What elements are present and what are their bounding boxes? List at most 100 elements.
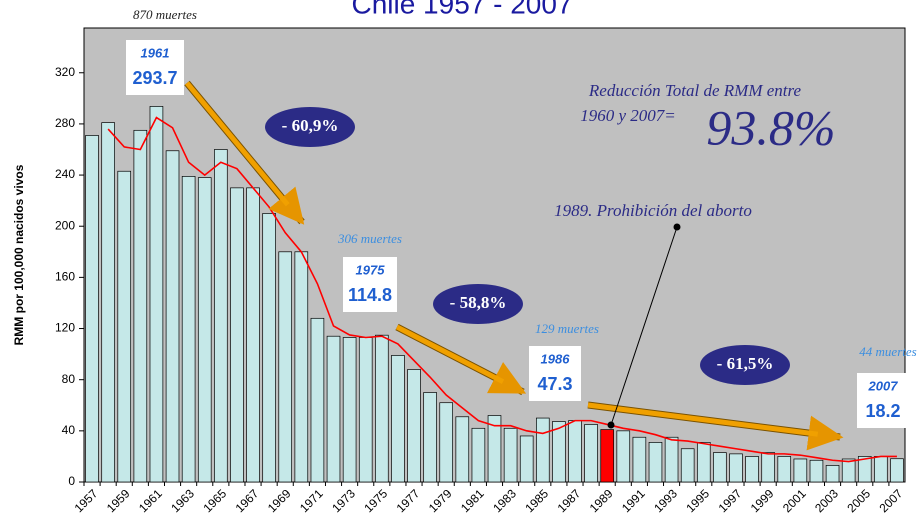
y-tick-label: 0 [68,474,75,488]
x-tick-label: 1985 [522,486,551,515]
callout-year: 2007 [868,378,899,393]
arrow [395,324,526,395]
bar [584,424,598,483]
bar [552,421,566,483]
x-tick-label: 1989 [587,486,616,515]
bar [101,122,115,483]
bar [568,420,582,483]
reduction-badge [700,345,790,385]
deaths-label: 306 muertes [337,231,402,246]
x-tick-label: 1995 [683,486,712,515]
bar [841,458,856,483]
bar [857,456,872,483]
x-tick-label: 1973 [329,486,358,515]
reduction-badge [433,284,523,324]
arrow [587,402,843,447]
bar [230,187,244,483]
x-tick-label: 1965 [200,486,229,515]
y-tick-label: 40 [62,423,76,437]
bar [214,149,228,483]
callout-value: 293.7 [132,68,177,88]
deaths-label: 870 muertes [133,7,197,22]
x-tick-label: 1963 [168,486,197,515]
x-tick-label: 2005 [844,486,873,515]
callout-box [343,257,397,312]
reduction-badge [265,107,355,147]
bar [729,453,743,483]
bar [358,337,373,483]
callout-value: 47.3 [537,374,572,394]
x-tick-label: 1971 [297,486,326,515]
x-tick-label: 1959 [104,486,133,515]
bar [536,417,550,483]
x-tick-label: 1999 [748,486,777,515]
y-tick-label: 160 [55,270,75,284]
bar [664,436,679,483]
bar [777,456,792,483]
bar [696,442,711,483]
bar [439,402,453,483]
bar [423,392,437,483]
bar [375,334,389,483]
x-tick-label: 1981 [458,486,487,515]
bar [519,435,534,483]
x-tick-label: 1993 [651,486,680,515]
x-tick-label: 2007 [877,486,906,515]
bar [181,175,196,483]
y-tick-label: 80 [62,372,76,386]
bar [278,251,293,483]
deaths-label: 44 muertes [859,344,916,359]
total-label: Reducción Total de RMM entre [588,81,802,100]
bar [149,106,164,483]
bar [745,456,759,483]
bar [294,251,309,483]
x-tick-label: 1983 [490,486,519,515]
callout-box [529,346,581,401]
x-tick-label: 1961 [136,486,165,515]
bar [793,458,808,483]
chart-title: Chile 1957 - 2007 [351,0,572,19]
x-tick-label: 2003 [812,486,841,515]
bar [165,150,180,483]
callout-box [857,373,909,428]
bar [117,170,132,483]
bar [326,335,341,483]
bar [246,187,260,483]
bar [85,135,99,483]
bar [874,456,888,483]
x-tick-label: 1975 [361,486,390,515]
event-dot [607,421,615,429]
x-tick-label: 1969 [265,486,294,515]
event-label: 1989. Prohibición del aborto [554,201,752,220]
bar [890,458,904,483]
reduction-label: - 60,9% [282,116,339,135]
x-tick-label: 1967 [233,486,262,515]
x-tick-label: 2001 [780,486,809,515]
x-tick-label: 1977 [394,486,423,515]
bar [616,430,631,483]
bar [455,416,470,483]
bar [407,369,421,483]
y-tick-label: 240 [55,167,75,181]
event-dot [673,223,681,231]
arrow [185,81,304,224]
bar [600,429,614,483]
bar [391,355,405,483]
bar [825,465,840,483]
reduction-label: - 58,8% [450,293,507,312]
y-tick-label: 200 [55,218,75,232]
bar [133,129,148,483]
x-tick-label: 1957 [72,486,101,515]
bar [632,436,647,483]
y-axis-label: RMM por 100,000 nacidos vivos [12,164,26,345]
bar [761,452,775,483]
bar [471,427,486,483]
y-tick-label: 320 [55,65,75,79]
trend-line [107,116,897,463]
total-label: 1960 y 2007= [580,106,676,125]
bar [503,427,518,483]
reduction-label: - 61,5% [717,354,774,373]
event-pointer [610,226,678,426]
callout-year: 1975 [356,262,386,277]
